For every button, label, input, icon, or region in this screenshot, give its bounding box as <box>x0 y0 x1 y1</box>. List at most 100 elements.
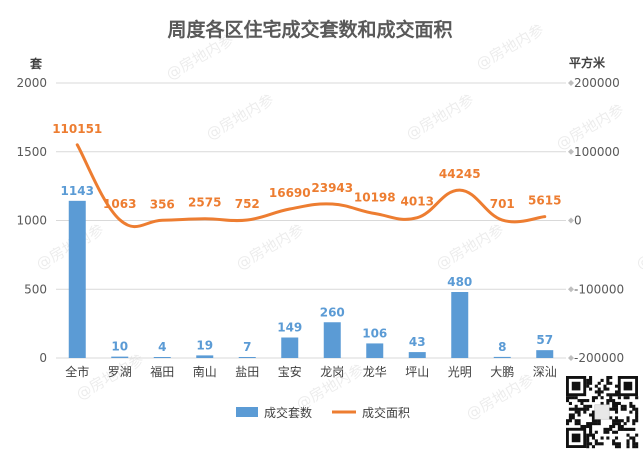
qr-module <box>589 381 593 385</box>
qr-module <box>606 378 610 382</box>
qr-module <box>620 407 624 411</box>
qr-module <box>629 427 633 431</box>
qr-module <box>612 422 616 426</box>
qr-module <box>635 410 639 414</box>
line-point <box>544 216 546 218</box>
qr-module <box>614 384 619 388</box>
left-tick-label: 500 <box>24 282 47 296</box>
qr-module <box>612 404 616 408</box>
bar-data-label: 7 <box>243 340 251 354</box>
qr-module <box>580 399 584 403</box>
qr-module <box>606 401 610 405</box>
qr-module <box>612 401 616 405</box>
qr-module <box>620 424 624 429</box>
category-label: 南山 <box>193 364 217 379</box>
qr-module <box>574 419 578 423</box>
qr-module <box>614 407 619 411</box>
left-tick-label: 2000 <box>16 76 47 90</box>
bar-data-label: 43 <box>409 335 426 349</box>
qr-module <box>609 393 613 397</box>
right-tick-label: 0 <box>574 214 582 228</box>
qr-module <box>589 378 593 382</box>
qr-module <box>609 396 613 400</box>
qr-module <box>603 430 607 434</box>
qr-module <box>577 419 581 423</box>
bar-data-label: 4 <box>158 340 166 354</box>
watermark-text: @房地内参 <box>433 220 507 273</box>
qr-module <box>635 433 639 437</box>
qr-module <box>580 424 584 429</box>
qr-module <box>591 416 595 420</box>
qr-module <box>589 376 593 380</box>
qr-module <box>603 384 607 388</box>
right-tick-label: -200000 <box>574 351 624 365</box>
bar <box>281 337 299 358</box>
qr-module <box>594 390 598 394</box>
qr-module <box>586 407 590 411</box>
qr-module <box>589 413 593 417</box>
bar <box>323 322 341 358</box>
left-tick-label: 1000 <box>16 214 47 228</box>
qr-module <box>623 427 627 431</box>
qr-module <box>626 442 630 446</box>
chart-title: 周度各区住宅成交套数和成交面积 <box>167 18 452 41</box>
qr-module <box>626 427 630 431</box>
qr-module <box>609 407 613 411</box>
qr-module <box>617 442 621 446</box>
qr-module <box>612 424 616 429</box>
qr-module <box>626 433 630 437</box>
qr-module <box>626 419 630 423</box>
legend-label: 成交面积 <box>362 405 410 420</box>
qr-module <box>566 399 570 403</box>
qr-module <box>566 422 570 426</box>
line-data-label: 10198 <box>354 190 396 204</box>
line-data-label: 5615 <box>528 194 561 208</box>
qr-module <box>614 401 619 405</box>
qr-module <box>626 439 630 443</box>
line-point <box>331 203 333 205</box>
right-axis-ticks: -200000 -100000 0 100000 200000 <box>568 76 624 365</box>
qr-module <box>574 407 578 411</box>
line-data-label: 44245 <box>439 167 481 181</box>
qr-module <box>597 419 601 423</box>
qr-module <box>586 384 590 388</box>
legend-swatch-bar <box>236 407 258 417</box>
line-data-label: 110151 <box>52 122 102 136</box>
watermark-text: @房地内参 <box>473 20 547 73</box>
qr-module <box>577 410 581 414</box>
bar-data-label: 106 <box>362 326 387 340</box>
qr-module <box>589 404 593 408</box>
qr-module <box>597 422 601 426</box>
qr-module <box>577 407 581 411</box>
bar <box>196 355 214 358</box>
line-point <box>501 219 503 221</box>
qr-module <box>614 442 619 446</box>
qr-module <box>591 422 595 426</box>
qr-module <box>614 393 619 397</box>
line-point <box>459 189 461 191</box>
qr-module <box>586 439 590 443</box>
qr-module <box>629 410 633 414</box>
qr-module <box>635 407 639 411</box>
gridlines <box>56 82 566 359</box>
qr-module <box>574 404 578 408</box>
right-tick-label: -100000 <box>574 282 624 296</box>
qr-logo <box>594 404 610 420</box>
qr-module <box>589 442 593 446</box>
qr-module <box>600 396 604 400</box>
qr-module <box>614 445 619 449</box>
line-data-label: 23943 <box>311 181 353 195</box>
qr-module <box>603 387 607 391</box>
watermark-text: @房地内参 <box>403 90 477 143</box>
qr-module <box>577 413 581 417</box>
qr-module <box>577 422 581 426</box>
qr-module <box>589 424 593 429</box>
line-point <box>204 218 206 220</box>
bar-data-label: 10 <box>111 340 128 354</box>
qr-module <box>612 407 616 411</box>
qr-module <box>612 419 616 423</box>
qr-module <box>600 442 604 446</box>
qr-module <box>612 442 616 446</box>
bar <box>408 352 426 358</box>
